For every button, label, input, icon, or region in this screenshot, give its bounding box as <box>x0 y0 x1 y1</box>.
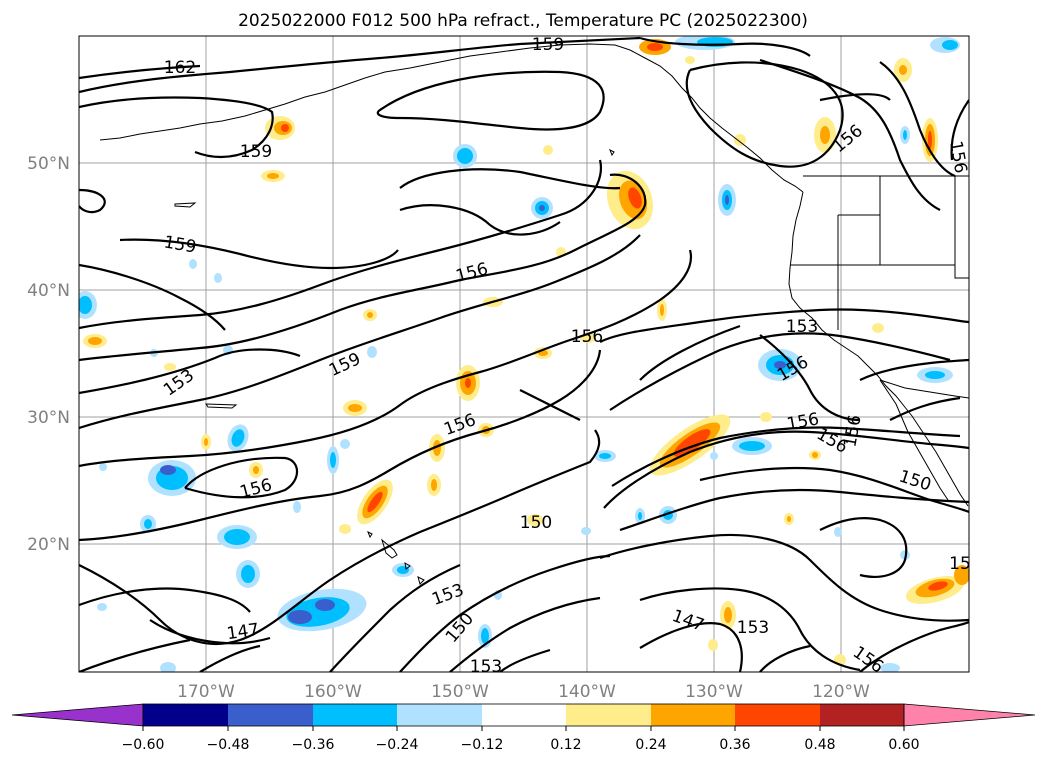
colorbar-tick-label: −0.12 <box>461 737 504 753</box>
contour-label: 159 <box>532 35 564 55</box>
contour-label: 153 <box>470 657 502 677</box>
colorbar-tick-label: −0.36 <box>292 737 335 753</box>
lat-tick-label: 30°N <box>27 408 70 428</box>
colorbar-tick-label: 0.48 <box>804 737 835 753</box>
anomaly-shading <box>79 36 969 672</box>
contour-label: 150 <box>520 513 552 533</box>
lon-tick-label: 150°W <box>431 682 489 702</box>
colorbar-tick-label: 0.24 <box>635 737 666 753</box>
colorbar-tick-label: 0.12 <box>550 737 581 753</box>
lon-tick-label: 140°W <box>558 682 616 702</box>
lon-tick-label: 160°W <box>304 682 362 702</box>
colorbar-segment <box>735 704 820 726</box>
figure-title: 2025022000 F012 500 hPa refract., Temper… <box>238 11 808 31</box>
coastlines <box>99 43 969 585</box>
colorbar-tick-label: −0.48 <box>207 737 250 753</box>
colorbar-tick-label: −0.24 <box>376 737 419 753</box>
contour-label: 156 <box>571 327 603 347</box>
colorbar-extend-left <box>11 703 144 727</box>
lon-tick-label: 170°W <box>177 682 235 702</box>
lat-tick-label: 20°N <box>27 535 70 555</box>
lat-tick-label: 40°N <box>27 281 70 301</box>
negative-anomaly <box>79 36 960 672</box>
contour-label: 162 <box>164 58 196 78</box>
contour-label: 153 <box>737 618 769 638</box>
lon-tick-label: 130°W <box>685 682 743 702</box>
map-frame <box>78 35 970 673</box>
colorbar: −0.60 −0.48 −0.36 −0.24 −0.12 0.12 0.24 … <box>11 703 1036 753</box>
lat-tick-label: 50°N <box>27 154 70 174</box>
colorbar-segment <box>651 704 735 726</box>
contour-label: 147 <box>226 620 261 644</box>
colorbar-tick-label: −0.60 <box>122 737 165 753</box>
colorbar-segment <box>820 704 904 726</box>
contour-label: 156 <box>945 139 970 174</box>
colorbar-tick-label: 0.36 <box>719 737 750 753</box>
colorbar-segment <box>482 704 566 726</box>
contour-label: 15 <box>949 554 971 574</box>
contour-label: 159 <box>240 142 272 162</box>
lon-tick-label: 120°W <box>812 682 870 702</box>
colorbar-segment <box>228 704 313 726</box>
colorbar-segment <box>566 704 651 726</box>
colorbar-tick-label: 0.60 <box>888 737 919 753</box>
map-content: 162 159 159 159 159 156 156 156 156 156 … <box>79 35 971 677</box>
colorbar-segment <box>397 704 482 726</box>
colorbar-segment <box>313 704 397 726</box>
colorbar-segment <box>143 704 228 726</box>
longitude-labels: 170°W 160°W 150°W 140°W 130°W 120°W <box>177 682 870 702</box>
contour-lines <box>79 36 969 672</box>
colorbar-extend-right <box>903 703 1036 727</box>
latitude-labels: 50°N 40°N 30°N 20°N <box>27 154 70 555</box>
contour-label: 153 <box>786 317 818 337</box>
